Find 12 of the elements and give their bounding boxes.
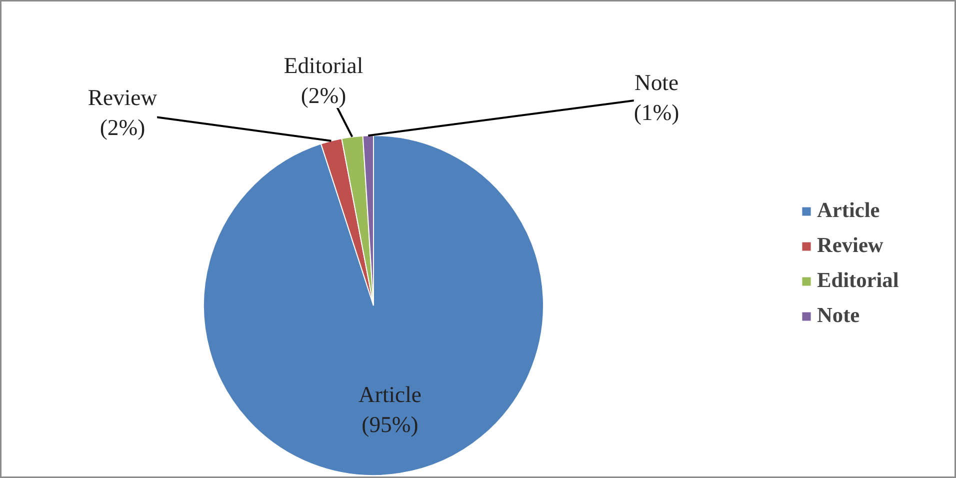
slice-label: Editorial: [284, 53, 364, 78]
legend-label: Editorial: [817, 268, 899, 293]
slice-label: Note: [634, 70, 679, 95]
data-label: (2%): [300, 83, 346, 108]
legend-label: Note: [817, 303, 860, 328]
legend-label: Review: [817, 233, 884, 258]
data-label: (2%): [100, 115, 146, 140]
slice-label: Review: [88, 85, 158, 110]
legend-label: Article: [817, 198, 880, 223]
data-label: (1%): [634, 100, 680, 125]
data-label: (95%): [362, 412, 418, 438]
slice-label: Article: [358, 382, 422, 408]
